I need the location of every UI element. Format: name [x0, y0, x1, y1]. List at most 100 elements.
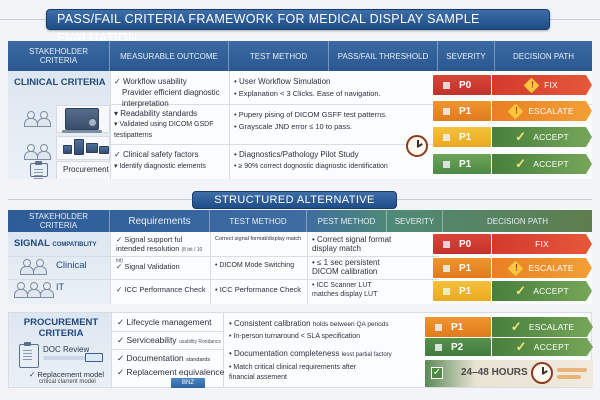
monitor-icon	[74, 139, 84, 155]
col-header: Requirements	[110, 210, 210, 232]
check-icon: ✓	[117, 317, 127, 327]
turnaround-label: 24–48 HOURS	[461, 367, 528, 378]
col-header: SEVERITY	[387, 210, 443, 232]
method-cell: • User Workflow Simulation • Explanation…	[234, 77, 381, 98]
col-header: PEST METHOD	[307, 210, 387, 232]
monitors-icon	[63, 145, 72, 154]
pest-cell: • Correct signal format display match	[312, 235, 392, 253]
turnaround-banner: ✓ 24–48 HOURS	[425, 360, 593, 387]
stakeholder-clinical: Clinical	[56, 260, 87, 271]
speed-lines	[557, 375, 581, 379]
divider	[111, 331, 223, 332]
decision-path-escalate[interactable]: ! ESCALATE	[492, 258, 592, 278]
requirement-cell: ✓ ICC Performance Check	[116, 285, 206, 294]
check-icon: ✓	[116, 262, 125, 271]
check-icon: ✓	[116, 235, 125, 244]
severity-badge: P1	[433, 127, 491, 147]
check-icon: ✓	[515, 283, 527, 298]
check-icon: ✓	[515, 339, 527, 354]
severity-badge: P1	[433, 281, 491, 301]
severity-badge: P1	[433, 101, 491, 121]
decision-path-accept[interactable]: ✓ ACCEPT	[492, 154, 592, 174]
checkbox-icon	[443, 107, 450, 115]
col-header: DECISION PATH	[512, 51, 575, 61]
divider	[110, 104, 592, 105]
divider	[8, 256, 439, 257]
col-header: TEST METHOD	[210, 210, 307, 232]
section2-header: STAKEHOLDER CRITERIA Requirements TEST M…	[8, 210, 592, 232]
stakeholder-it: IT	[56, 282, 64, 292]
severity-badge: P2	[425, 338, 491, 356]
method-item: • Match critical clinical requirements a…	[229, 364, 356, 381]
divider	[110, 71, 111, 179]
section2-table: SIGNAL COMPATIBLITY ✓ Signal support ful…	[8, 232, 592, 304]
severity-badge: P1	[425, 317, 491, 337]
warning-icon: !	[508, 103, 524, 119]
divider	[110, 232, 111, 304]
chevron-icon: ▾	[114, 163, 120, 170]
severity-badge: P0	[433, 75, 491, 95]
clock-icon	[406, 135, 428, 157]
stakeholder-signal: SIGNAL COMPATIBLITY	[14, 238, 97, 249]
divider	[110, 144, 438, 145]
it-team-icon	[14, 282, 54, 301]
decision-path-fix[interactable]: ! FIX	[492, 75, 592, 95]
check-icon: ✓	[116, 285, 125, 294]
monitor-icon	[86, 143, 98, 153]
magnifier-icon	[87, 117, 98, 128]
col-header: PASS/FAIL THRESHOLD	[329, 41, 438, 71]
clinical-team-icon	[20, 259, 47, 278]
divider	[111, 349, 223, 350]
outcome-cell: ✓ Clinical safety factors ▾ Identify dia…	[114, 150, 206, 170]
col-header: DECISION PATH	[486, 216, 549, 226]
check-icon: ✓	[117, 335, 127, 345]
section1-header: STAKEHOLDER CRITERIA MEASURABLE OUTCOME …	[8, 41, 592, 71]
check-icon: ✓	[29, 370, 38, 379]
checkbox-icon	[435, 343, 442, 351]
divider	[307, 232, 308, 304]
page-title: PASS/FAIL CRITERIA FRAMEWORK FOR MEDICAL…	[46, 9, 550, 45]
icon-tile	[56, 136, 110, 160]
test-cell: Correct signal format/display match	[215, 236, 302, 242]
group-label: CLINICAL CRITERIA	[14, 77, 106, 88]
method-cell: • Pupery pising of DICOM GSFF test patte…	[234, 110, 388, 131]
section1-table: CLINICAL CRITERIA Procurement ✓ Workflow…	[8, 71, 592, 180]
chevron-icon: ▾	[114, 109, 121, 118]
method-item: • Documentation completeness lesst parti…	[229, 349, 392, 358]
replacement-sub: critical clarrent model	[39, 379, 96, 385]
requirement-cell: ✓ Signal support ful intended resolution…	[116, 235, 203, 264]
decision-path-accept[interactable]: ✓ ACCEPT	[492, 281, 592, 301]
monitor-icon	[99, 146, 109, 154]
check-icon: ✓	[510, 319, 522, 334]
decision-path-escalate[interactable]: ! ESCALATE	[492, 101, 592, 121]
method-cell: • Diagnostics/Pathology Pilot Study • ≥ …	[234, 150, 388, 170]
requirement-item: ✓ Serviceability usability Rondancs	[117, 335, 221, 345]
checkbox-icon	[435, 323, 442, 331]
section-banner: STRUCTURED ALTERNATIVE	[192, 191, 397, 209]
divider	[8, 199, 192, 200]
divider	[111, 313, 112, 387]
warning-icon: !	[523, 77, 540, 93]
decision-path-fix[interactable]: FIX	[492, 234, 592, 254]
section3-table: PROCUREMENT CRITERIA DOC Review ✓ Replac…	[8, 312, 593, 388]
check-icon: ✓	[114, 77, 123, 86]
divider	[8, 279, 439, 280]
severity-badge: P0	[433, 234, 491, 254]
test-cell: • DICOM Mode Switching	[215, 262, 295, 269]
decision-path-escalate[interactable]: ✓ ESCALATE	[492, 317, 593, 337]
check-icon: ✓	[114, 150, 123, 159]
doc-review-label: DOC Review	[43, 345, 90, 354]
icon-tile	[56, 105, 110, 133]
decision-path-accept[interactable]: ✓ ACCEPT	[492, 127, 592, 147]
severity-badge: P1	[433, 154, 491, 174]
checkbox-icon	[443, 81, 450, 89]
team-icon	[24, 144, 51, 163]
check-icon: ✓	[515, 156, 527, 171]
decision-path-accept[interactable]: ✓ ACCEPT	[492, 338, 593, 356]
clock-icon	[531, 362, 553, 384]
checkbox-icon	[443, 264, 450, 272]
checkbox-icon	[443, 287, 450, 295]
divider	[223, 313, 224, 387]
clipboard-icon	[19, 342, 39, 368]
speed-lines	[557, 368, 587, 372]
